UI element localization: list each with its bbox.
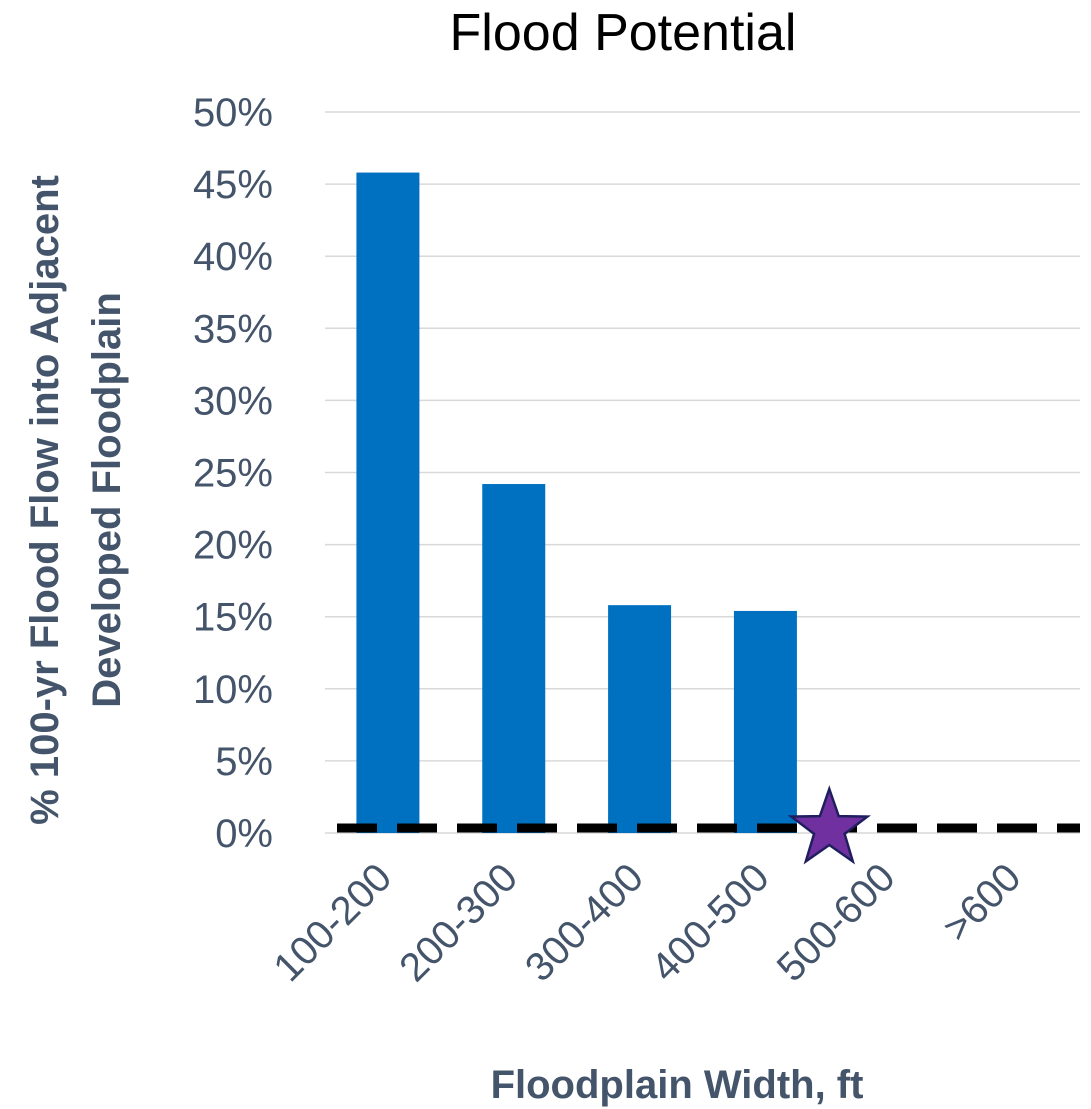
star-marker bbox=[787, 785, 872, 865]
bar bbox=[482, 484, 546, 833]
y-tick-label: 35% bbox=[193, 307, 273, 351]
y-tick-label: 50% bbox=[193, 91, 273, 135]
gridlines bbox=[325, 111, 1080, 834]
x-axis-label: Floodplain Width, ft bbox=[491, 1063, 864, 1107]
x-tick-label: >600 bbox=[935, 855, 1030, 950]
bar bbox=[733, 610, 797, 833]
y-tick-label: 45% bbox=[193, 163, 273, 207]
y-axis-ticks: 0% 5% 10% 15% 20% 25% 30% 35% 40% 45% 50% bbox=[193, 91, 273, 856]
bar bbox=[608, 605, 672, 833]
bar bbox=[356, 172, 420, 834]
y-axis-label-line-2: Developed Floodplain bbox=[85, 292, 129, 708]
y-tick-label: 10% bbox=[193, 668, 273, 712]
y-tick-label: 0% bbox=[215, 812, 273, 856]
x-tick-label: 300-400 bbox=[517, 855, 652, 990]
x-tick-label: 500-600 bbox=[769, 855, 904, 990]
y-tick-label: 25% bbox=[193, 452, 273, 496]
y-tick-label: 15% bbox=[193, 596, 273, 640]
chart-title: Flood Potential bbox=[450, 4, 797, 62]
x-tick-label: 200-300 bbox=[391, 855, 526, 990]
y-axis-label: % 100-yr Flood Flow into Adjacent Develo… bbox=[23, 175, 129, 825]
bars bbox=[356, 172, 797, 834]
y-tick-label: 5% bbox=[215, 740, 273, 784]
y-axis-label-line-1: % 100-yr Flood Flow into Adjacent bbox=[23, 175, 67, 825]
x-tick-label: 400-500 bbox=[643, 855, 778, 990]
x-tick-label: 100-200 bbox=[265, 855, 400, 990]
y-tick-label: 40% bbox=[193, 235, 273, 279]
y-tick-label: 30% bbox=[193, 379, 273, 423]
y-tick-label: 20% bbox=[193, 524, 273, 568]
